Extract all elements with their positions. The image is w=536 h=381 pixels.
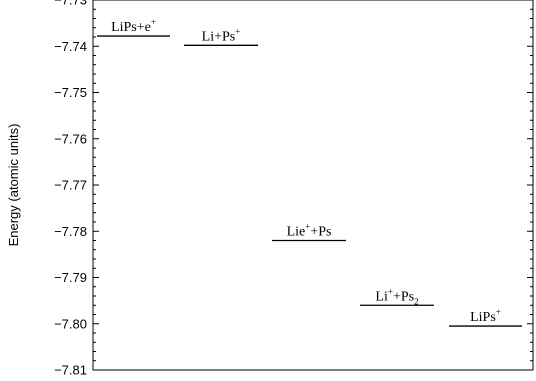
energy-level: Lie++Ps xyxy=(272,222,346,242)
plot-frame xyxy=(92,0,534,371)
y-tick-label: −7.81 xyxy=(54,363,87,378)
y-tick-label: −7.77 xyxy=(54,178,87,193)
y-tick-label: −7.73 xyxy=(54,0,87,8)
y-tick-label: −7.74 xyxy=(54,39,87,54)
energy-level: Li+Ps+ xyxy=(184,26,258,46)
energy-level-label: LiPs+ xyxy=(470,307,501,325)
energy-level-label: Li++Ps2 xyxy=(375,286,418,306)
y-tick-label: −7.78 xyxy=(54,224,87,239)
y-tick-label: −7.76 xyxy=(54,131,87,146)
y-axis: −7.73 −7.74 −7.75 −7.76 −7.77 −7.78 −7.79 −7.80… xyxy=(54,0,533,378)
energy-level-label: LiPs+e+ xyxy=(111,17,156,35)
energy-level: LiPs+ xyxy=(449,307,522,327)
energy-level: LiPs+e+ xyxy=(97,17,170,37)
y-axis-label: Energy (atomic units) xyxy=(6,124,21,247)
energy-level-label: Lie++Ps xyxy=(287,222,332,240)
energy-level-label: Li+Ps+ xyxy=(202,26,241,44)
energy-level: Li++Ps2 xyxy=(360,286,434,306)
y-tick-label: −7.79 xyxy=(54,270,87,285)
energy-levels: LiPs+e+ Li+Ps+ Lie++Ps Li++Ps2 LiPs+ xyxy=(97,17,522,327)
y-tick-label: −7.80 xyxy=(54,316,87,331)
y-tick-label: −7.75 xyxy=(54,85,87,100)
